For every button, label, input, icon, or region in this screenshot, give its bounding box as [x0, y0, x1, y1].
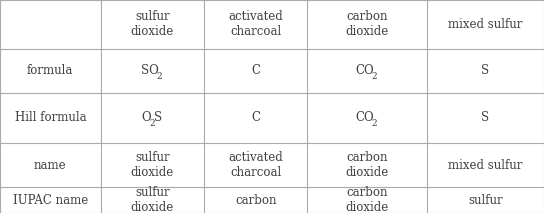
Text: 2: 2 [372, 72, 377, 81]
Text: activated
charcoal: activated charcoal [228, 10, 283, 38]
Text: name: name [34, 159, 66, 172]
Text: 2: 2 [372, 118, 377, 128]
Text: C: C [251, 111, 260, 124]
Text: Hill formula: Hill formula [15, 111, 86, 124]
Text: activated
charcoal: activated charcoal [228, 151, 283, 179]
Text: formula: formula [27, 64, 73, 77]
Text: SO: SO [141, 64, 159, 77]
Text: sulfur
dioxide: sulfur dioxide [131, 186, 174, 214]
Text: sulfur
dioxide: sulfur dioxide [131, 10, 174, 38]
Text: carbon: carbon [235, 194, 276, 207]
Text: carbon
dioxide: carbon dioxide [345, 10, 389, 38]
Text: O: O [141, 111, 151, 124]
Text: S: S [154, 111, 163, 124]
Text: sulfur: sulfur [468, 194, 503, 207]
Text: mixed sulfur: mixed sulfur [448, 159, 523, 172]
Text: S: S [481, 111, 490, 124]
Text: CO: CO [355, 64, 374, 77]
Text: carbon
dioxide: carbon dioxide [345, 186, 389, 214]
Text: mixed sulfur: mixed sulfur [448, 18, 523, 31]
Text: C: C [251, 64, 260, 77]
Text: IUPAC name: IUPAC name [13, 194, 88, 207]
Text: sulfur
dioxide: sulfur dioxide [131, 151, 174, 179]
Text: S: S [481, 64, 490, 77]
Text: carbon
dioxide: carbon dioxide [345, 151, 389, 179]
Text: CO: CO [355, 111, 374, 124]
Text: 2: 2 [157, 72, 162, 81]
Text: 2: 2 [150, 118, 155, 128]
